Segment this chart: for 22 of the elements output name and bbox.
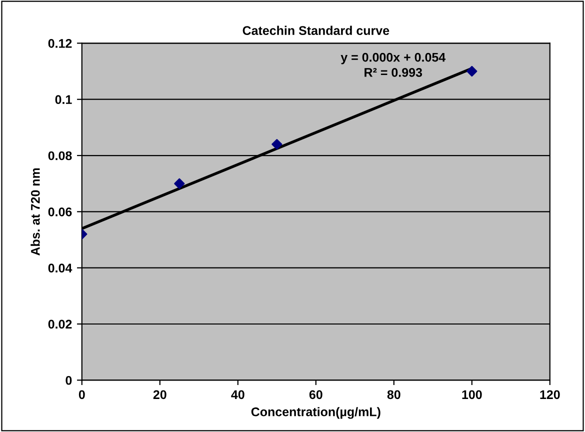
y-axis-title: Abs. at 720 nm	[30, 168, 40, 256]
y-tick-label: 0.12	[48, 39, 72, 48]
x-tick-label: 40	[231, 390, 244, 400]
x-tick-label: 120	[540, 390, 560, 400]
annotation: y = 0.000x + 0.054	[340, 52, 446, 64]
x-tick-label: 20	[153, 390, 166, 400]
y-tick-label: 0.06	[48, 207, 72, 216]
x-axis-title: Concentration(µg/mL)	[251, 407, 380, 419]
x-tick-label: 0	[78, 390, 85, 400]
annotation: R² = 0.993	[364, 68, 422, 77]
chart-title: Catechin Standard curve	[242, 26, 390, 35]
y-tick-label: 0.1	[55, 95, 72, 104]
x-tick-label: 60	[309, 390, 322, 400]
point	[272, 138, 282, 150]
point	[174, 178, 185, 189]
y-tick-label: 0.02	[48, 320, 72, 329]
y-tick-label: 0.04	[48, 264, 72, 272]
y-tick-label: 0.08	[48, 151, 72, 160]
x-tick-label: 80	[387, 390, 400, 400]
y-tick-label: 0	[66, 376, 72, 385]
x-tick-label: 100	[462, 390, 482, 400]
point	[466, 66, 478, 77]
